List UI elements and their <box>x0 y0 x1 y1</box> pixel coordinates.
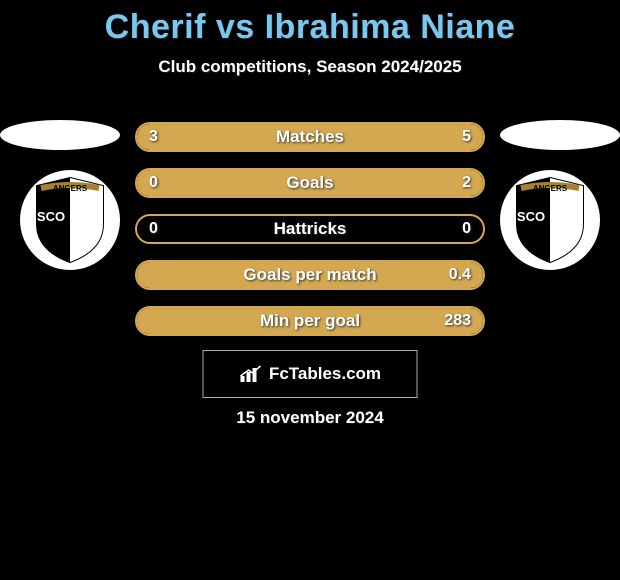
club-badge-left: ANGERS SCO <box>20 170 120 270</box>
stat-label: Matches <box>137 127 483 147</box>
bar-chart-icon <box>239 364 263 384</box>
badge-left-sub: SCO <box>37 209 65 224</box>
stat-value-right: 5 <box>462 128 471 146</box>
angers-sco-shield-icon: ANGERS SCO <box>511 176 589 264</box>
badge-right-sub: SCO <box>517 209 545 224</box>
stat-label: Goals per match <box>137 265 483 285</box>
stat-label: Hattricks <box>137 219 483 239</box>
player-avatar-placeholder-left <box>0 120 120 150</box>
page-title: Cherif vs Ibrahima Niane <box>0 0 620 47</box>
watermark-text: FcTables.com <box>269 364 381 384</box>
stat-row: 3Matches5 <box>135 122 485 152</box>
stat-value-right: 0 <box>462 220 471 238</box>
stats-container: 3Matches50Goals20Hattricks0Goals per mat… <box>135 122 485 352</box>
stat-label: Goals <box>137 173 483 193</box>
badge-right-text: ANGERS <box>533 184 568 193</box>
stat-value-right: 2 <box>462 174 471 192</box>
watermark: FcTables.com <box>203 350 418 398</box>
stat-row: 0Hattricks0 <box>135 214 485 244</box>
player-avatar-placeholder-right <box>500 120 620 150</box>
stat-value-right: 0.4 <box>449 266 471 284</box>
angers-sco-shield-icon: ANGERS SCO <box>31 176 109 264</box>
club-badge-right: ANGERS SCO <box>500 170 600 270</box>
stat-row: Min per goal283 <box>135 306 485 336</box>
date-label: 15 november 2024 <box>0 408 620 428</box>
page-subtitle: Club competitions, Season 2024/2025 <box>0 57 620 77</box>
badge-left-text: ANGERS <box>53 184 88 193</box>
stat-value-right: 283 <box>444 312 471 330</box>
stat-row: 0Goals2 <box>135 168 485 198</box>
stat-label: Min per goal <box>137 311 483 331</box>
stat-row: Goals per match0.4 <box>135 260 485 290</box>
